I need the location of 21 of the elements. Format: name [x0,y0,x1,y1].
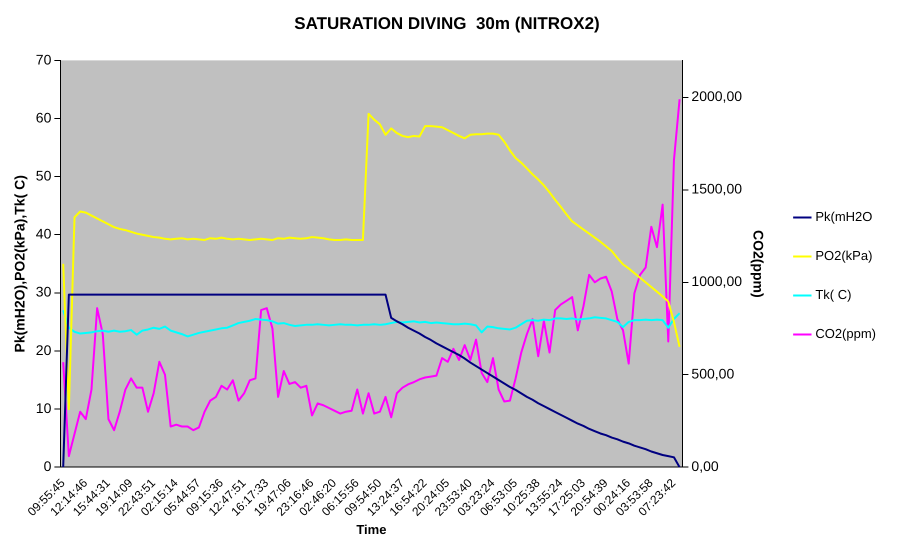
legend-label: PO2(kPa) [815,248,872,264]
y2-tick-label: 0,00 [691,458,719,474]
y2-tick-label: 500,00 [691,366,734,382]
y-tick-label: 60 [36,109,52,126]
y-tick-label: 20 [36,342,52,358]
y2-tick-label: 1500,00 [691,180,742,197]
legend-label: Pk(mH2O [815,209,872,224]
y-axis-title: Pk(mH2O),PO2(kPa),Tk( C) [11,175,28,352]
y-tick-label: 40 [36,226,52,242]
y2-tick-label: 2000,00 [691,88,742,104]
y-tick-label: 50 [36,167,52,184]
legend-label: CO2(ppm) [815,326,876,342]
y-tick-label: 0 [44,458,52,474]
y2-tick-label: 1000,00 [691,273,742,290]
y-tick-label: 70 [36,51,52,68]
legend-label: Tk( C) [815,287,852,302]
y-tick-label: 10 [36,400,52,416]
chart-title: SATURATION DIVING 30m (NITROX2) [294,14,600,33]
y-tick-label: 30 [36,284,52,300]
x-axis-title: Time [356,522,386,537]
y2-axis-title: CO2(ppm) [750,230,767,298]
